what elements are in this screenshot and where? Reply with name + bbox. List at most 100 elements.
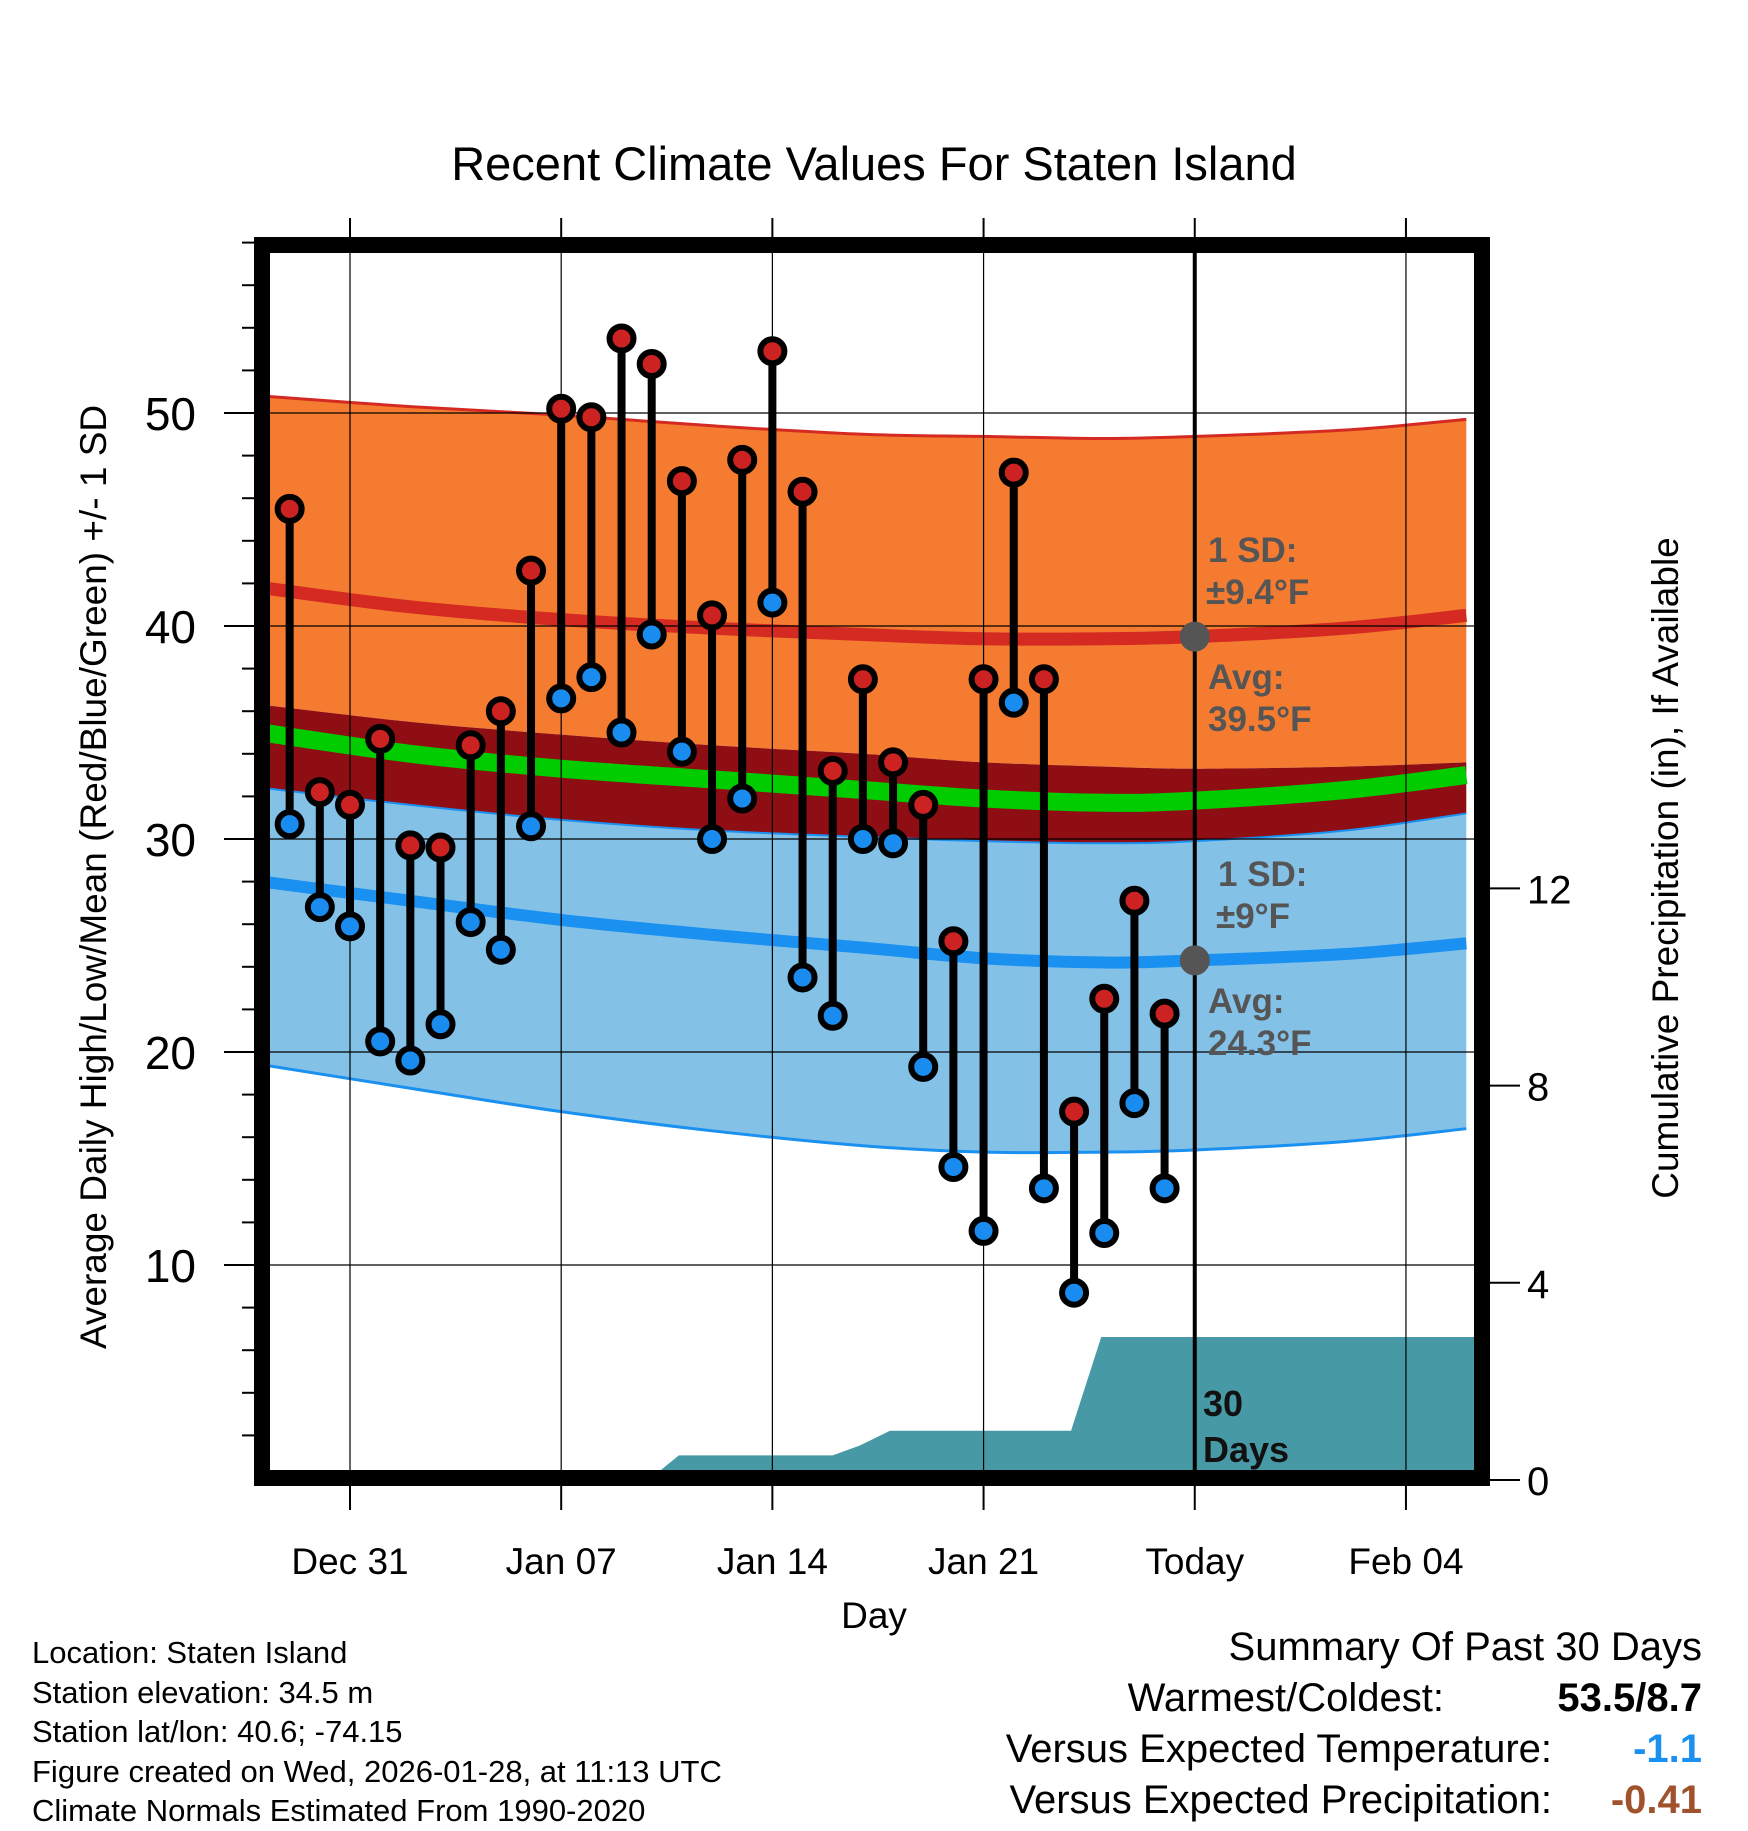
low-lower-sd-line <box>262 1063 1467 1155</box>
high-avg-label: Avg: <box>1208 658 1284 697</box>
low-avg-dot <box>1179 945 1210 976</box>
daily-low-point <box>335 911 365 942</box>
warmest-coldest-label: Warmest/Coldest: <box>1127 1676 1444 1720</box>
y-tick-label: 40 <box>145 601 196 653</box>
warmest-coldest-value: 53.5/8.7 <box>1557 1676 1702 1720</box>
elevation-text: Station elevation: 34.5 m <box>32 1674 374 1710</box>
daily-high-point <box>878 747 909 778</box>
y-tick-label: 50 <box>145 388 196 440</box>
y-tick-label: 30 <box>145 814 196 866</box>
high-avg-dot <box>1179 621 1210 652</box>
daily-low-point <box>455 907 486 938</box>
daily-high-point <box>304 777 335 808</box>
precip-anomaly-value: -0.41 <box>1610 1778 1702 1822</box>
high-upper-sd-line <box>262 394 1467 441</box>
daily-low-point <box>516 811 547 842</box>
daily-low-point <box>968 1215 999 1246</box>
daily-high-point <box>697 600 728 631</box>
y2-axis-label: Cumulative Precipitation (in), If Availa… <box>1645 537 1686 1199</box>
low-sd-label: 1 SD: <box>1218 855 1307 894</box>
temp-anomaly-row: Versus Expected Temperature: -1.1 <box>1006 1724 1702 1775</box>
daily-low-point <box>546 683 577 714</box>
daily-high-point <box>998 457 1029 488</box>
high-avg-value: 39.5°F <box>1208 700 1312 739</box>
low-avg-value: 24.3°F <box>1208 1024 1312 1063</box>
daily-high-point <box>606 323 637 354</box>
warmest-coldest-row: Warmest/Coldest: 53.5/8.7 <box>1006 1673 1702 1724</box>
daily-high-point <box>425 832 456 863</box>
daily-low-point <box>817 1000 848 1031</box>
precip-area <box>651 1337 1482 1478</box>
y2-tick-label: 12 <box>1527 868 1572 912</box>
daily-low-point <box>1059 1277 1090 1308</box>
x-tick-label: Feb 04 <box>1348 1541 1463 1582</box>
x-tick-label: Jan 07 <box>506 1541 617 1582</box>
daily-low-point <box>274 809 305 840</box>
daily-low-point <box>666 736 697 767</box>
daily-low-point <box>1149 1173 1180 1204</box>
station-info: Location: Staten Island Station elevatio… <box>32 1633 722 1831</box>
y-tick-label: 20 <box>145 1027 196 1079</box>
created-text: Figure created on Wed, 2026-01-28, at 11… <box>32 1753 722 1789</box>
daily-high-point <box>365 723 396 754</box>
x-tick-label: Dec 31 <box>291 1541 408 1582</box>
precip-anomaly-row: Versus Expected Precipitation: -0.41 <box>1006 1775 1702 1826</box>
precip-anomaly-label: Versus Expected Precipitation: <box>1009 1778 1552 1822</box>
daily-high-point <box>757 336 788 367</box>
daily-high-point <box>1028 664 1059 695</box>
daily-high-point <box>787 476 818 507</box>
y2-tick-label: 4 <box>1527 1263 1549 1307</box>
window-label-number: 30 <box>1203 1383 1243 1424</box>
daily-high-point <box>1149 998 1180 1029</box>
daily-high-point <box>968 664 999 695</box>
daily-low-point <box>697 824 728 854</box>
daily-high-point <box>485 696 516 727</box>
daily-high-point <box>395 830 426 861</box>
chart-title: Recent Climate Values For Staten Island <box>451 137 1297 190</box>
daily-low-point <box>727 783 758 814</box>
y2-tick-label: 8 <box>1527 1066 1549 1110</box>
daily-high-point <box>576 402 607 433</box>
location-text: Location: Staten Island <box>32 1635 348 1670</box>
daily-high-point <box>938 926 969 957</box>
daily-high-point <box>274 493 305 524</box>
daily-high-point <box>1089 983 1120 1014</box>
daily-high-point <box>636 349 667 380</box>
daily-high-point <box>666 466 697 497</box>
daily-high-point <box>847 664 878 695</box>
high-sd-label: 1 SD: <box>1208 531 1297 570</box>
daily-high-point <box>1119 885 1150 916</box>
daily-low-point <box>1119 1088 1150 1119</box>
daily-low-point <box>878 828 909 859</box>
latlon-text: Station lat/lon: 40.6; -74.15 <box>32 1714 403 1749</box>
temp-anomaly-value: -1.1 <box>1633 1727 1702 1771</box>
high-sd-value: ±9.4°F <box>1206 573 1309 612</box>
summary-panel: Summary Of Past 30 Days Warmest/Coldest:… <box>1006 1622 1702 1826</box>
y-axis-label: Average Daily High/Low/Mean (Red/Blue/Gr… <box>73 405 114 1349</box>
daily-high-point <box>908 789 939 820</box>
x-tick-label: Today <box>1145 1541 1244 1582</box>
summary-title: Summary Of Past 30 Days <box>1228 1625 1702 1669</box>
x-tick-label: Jan 14 <box>717 1541 828 1582</box>
daily-low-point <box>365 1026 396 1057</box>
temp-anomaly-label: Versus Expected Temperature: <box>1005 1727 1552 1771</box>
window-label-days: Days <box>1203 1429 1289 1470</box>
daily-high-point <box>335 789 365 820</box>
daily-high-point <box>727 444 758 475</box>
daily-low-point <box>908 1051 939 1082</box>
daily-low-point <box>1028 1173 1059 1204</box>
low-avg-label: Avg: <box>1208 982 1284 1021</box>
daily-low-point <box>576 662 607 693</box>
daily-high-point <box>546 393 577 424</box>
daily-high-point <box>1059 1096 1090 1127</box>
daily-high-point <box>455 730 486 761</box>
daily-low-point <box>395 1045 426 1076</box>
x-axis-label: Day <box>841 1595 907 1636</box>
normals-text: Climate Normals Estimated From 1990-2020 <box>32 1793 646 1828</box>
x-tick-label: Jan 21 <box>928 1541 1039 1582</box>
normal-high-line <box>262 581 1467 646</box>
daily-low-point <box>787 962 818 993</box>
daily-low-point <box>425 1009 456 1040</box>
daily-low-point <box>606 717 637 748</box>
